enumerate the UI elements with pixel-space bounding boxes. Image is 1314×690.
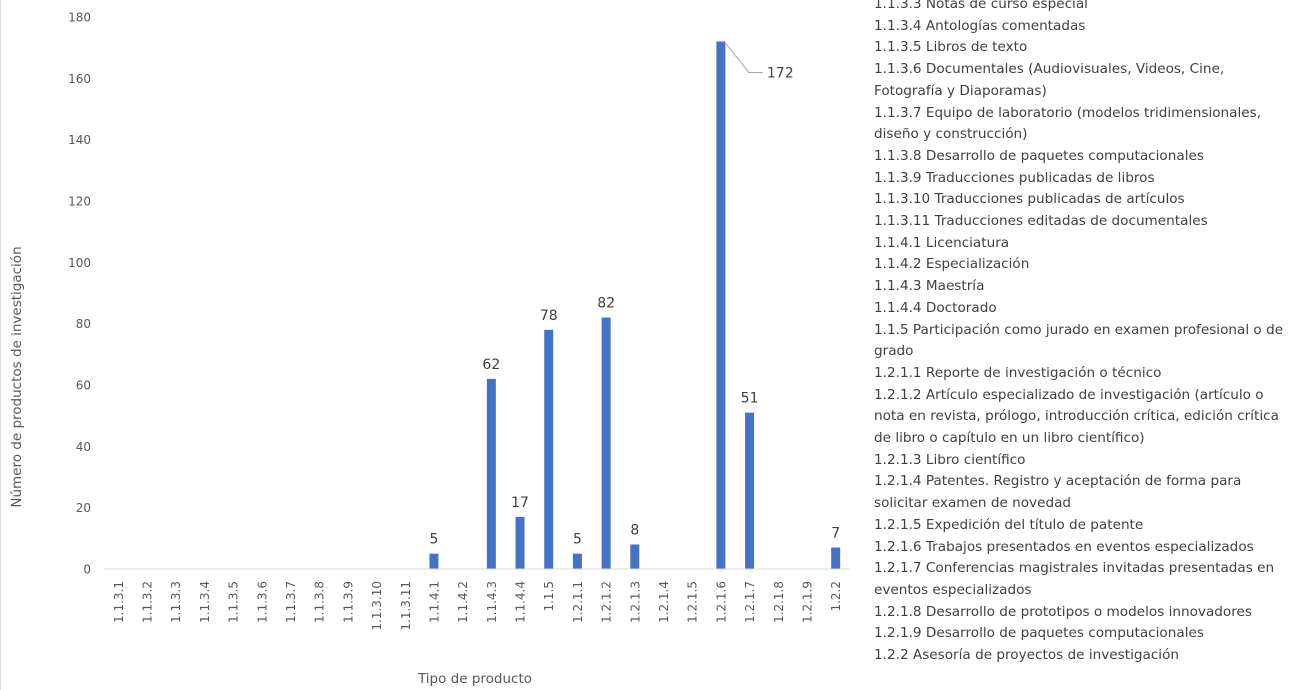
- bar: [831, 547, 841, 569]
- bar: [515, 516, 525, 569]
- x-tick-label: 1.1.3.1: [112, 581, 126, 623]
- x-tick-label: 1.2.1.6: [714, 581, 728, 623]
- legend-entry: 1.2.1.9 Desarrollo de paquetes computaci…: [874, 625, 1204, 642]
- legend-entry: 1.2.1.3 Libro científico: [874, 451, 1026, 468]
- data-label: 17: [511, 495, 529, 511]
- x-tick-label: 1.1.4.1: [427, 581, 441, 623]
- legend-entry: 1.1.4.1 Licenciatura: [874, 234, 1010, 251]
- data-label: 82: [597, 296, 615, 312]
- legend-entry: 1.1.3.9 Traducciones publicadas de libro…: [874, 169, 1155, 186]
- x-tick-label: 1.1.3.2: [141, 581, 155, 623]
- legend-entry: 1.2.1.1 Reporte de investigación o técni…: [874, 364, 1162, 381]
- x-tick-label: 1.1.3.8: [313, 581, 327, 623]
- x-tick-label: 1.1.3.5: [227, 581, 241, 623]
- data-label: 8: [630, 522, 639, 538]
- x-tick-label: 1.1.3.3: [169, 581, 183, 623]
- y-tick-label: 80: [76, 317, 91, 331]
- legend-entry: 1.1.5 Participación como jurado en exame…: [874, 321, 1284, 338]
- legend-entry: 1.1.4.3 Maestría: [874, 278, 985, 295]
- x-tick-label: 1.2.1.2: [600, 581, 614, 623]
- y-tick-label: 160: [68, 72, 91, 86]
- y-axis-ticks: 0 20 40 60 80 100 120 140 160 180: [68, 11, 91, 577]
- legend-entry: 1.1.4.2 Especialización: [874, 256, 1030, 273]
- y-tick-label: 140: [68, 133, 91, 147]
- y-tick-label: 100: [68, 256, 91, 270]
- y-axis-title: Número de productos de investigación: [9, 246, 25, 507]
- x-tick-label: 1.1.3.7: [284, 581, 298, 623]
- x-tick-label: 1.2.1.7: [743, 581, 757, 623]
- data-label: 78: [540, 308, 558, 324]
- x-tick-label: 1.1.3.10: [370, 581, 384, 631]
- x-tick-label: 1.1.3.11: [399, 581, 413, 631]
- bar: [486, 378, 496, 569]
- data-labels: 5 62 17 78 5 82 8 172 51 7: [430, 66, 841, 548]
- legend-entry: 1.1.3.5 Libros de texto: [874, 39, 1028, 56]
- x-tick-label: 1.2.1.8: [772, 581, 786, 623]
- x-axis-ticks: 1.1.3.1 1.1.3.2 1.1.3.3 1.1.3.4 1.1.3.5 1.1.3…: [112, 581, 843, 631]
- data-label: 5: [430, 532, 439, 548]
- data-label: 172: [767, 66, 794, 82]
- y-tick-label: 40: [76, 440, 91, 454]
- y-tick-label: 20: [76, 501, 91, 515]
- x-tick-label: 1.2.1.9: [800, 581, 814, 623]
- legend-entry: 1.1.4.4 Doctorado: [874, 299, 997, 316]
- data-label: 62: [482, 357, 500, 373]
- x-tick-label: 1.2.1.1: [571, 581, 585, 623]
- legend-entry: grado: [874, 343, 914, 360]
- bar: [716, 41, 726, 570]
- x-tick-label: 1.1.3.9: [341, 581, 355, 623]
- bar: [429, 553, 439, 569]
- label-leader-line: [725, 43, 763, 74]
- x-tick-label: 1.1.3.4: [198, 581, 212, 623]
- legend-entry: eventos especializados: [874, 581, 1032, 598]
- legend-entry: 1.2.1.7 Conferencias magistrales invitad…: [874, 560, 1275, 577]
- legend-entry: 1.1.3.10 Traducciones publicadas de artí…: [874, 191, 1185, 208]
- leader-line: [725, 43, 763, 74]
- x-axis-title: Tipo de producto: [417, 671, 532, 687]
- legend-entry: 1.1.3.8 Desarrollo de paquetes computaci…: [874, 147, 1204, 164]
- y-tick-label: 120: [68, 195, 91, 209]
- data-label: 7: [831, 526, 840, 542]
- legend-entry: 1.2.1.5 Expedición del título de patente: [874, 516, 1144, 533]
- data-label: 5: [573, 532, 582, 548]
- bars: [429, 41, 841, 570]
- y-tick-label: 60: [76, 379, 91, 393]
- y-tick-label: 180: [68, 11, 91, 25]
- legend-entry: 1.1.3.3 Notas de curso especial: [874, 0, 1088, 12]
- legend-entry: 1.1.3.7 Equipo de laboratorio (modelos t…: [874, 104, 1262, 121]
- legend-entry: 1.1.3.6 Documentales (Audiovisuales, Vid…: [874, 61, 1225, 78]
- legend-entry: diseño y construcción): [874, 126, 1028, 143]
- bar: [572, 553, 582, 569]
- y-tick-label: 0: [83, 563, 91, 577]
- x-tick-label: 1.2.2: [829, 581, 843, 612]
- legend-entry: de libro o capítulo en un libro científi…: [874, 430, 1145, 447]
- x-tick-label: 1.1.4.4: [514, 581, 528, 623]
- legend-entry: 1.2.1.8 Desarrollo de prototipos o model…: [874, 603, 1252, 620]
- legend-entry: nota en revista, prólogo, introducción c…: [874, 408, 1279, 425]
- legend-entry: 1.2.1.4 Patentes. Registro y aceptación …: [874, 473, 1242, 490]
- x-tick-label: 1.1.4.3: [485, 581, 499, 623]
- x-tick-label: 1.1.5: [542, 581, 556, 612]
- legend-entry: 1.1.3.4 Antologías comentadas: [874, 17, 1086, 34]
- legend-entry: 1.2.2 Asesoría de proyectos de investiga…: [874, 647, 1179, 664]
- legend-entry: 1.1.3.11 Traducciones editadas de docume…: [874, 213, 1208, 230]
- bar: [601, 317, 611, 569]
- x-tick-label: 1.1.3.6: [255, 581, 269, 623]
- x-tick-label: 1.1.4.2: [456, 581, 470, 623]
- legend-entry: 1.2.1.2 Artículo especializado de invest…: [874, 386, 1264, 403]
- legend-entry: Fotografía y Diaporamas): [874, 82, 1047, 99]
- x-tick-label: 1.2.1.5: [686, 581, 700, 623]
- x-tick-label: 1.2.1.4: [657, 581, 671, 623]
- chart-border: [0, 0, 1, 690]
- legend: 1.1.3.3 Notas de curso especial 1.1.3.4 A…: [874, 0, 1314, 667]
- legend-entry: solicitar examen de novedad: [874, 495, 1072, 512]
- bar: [544, 329, 554, 569]
- bar: [630, 544, 640, 569]
- data-label: 51: [741, 391, 759, 407]
- legend-entry: 1.2.1.6 Trabajos presentados en eventos …: [874, 538, 1254, 555]
- x-tick-label: 1.2.1.3: [628, 581, 642, 623]
- bar: [745, 412, 755, 569]
